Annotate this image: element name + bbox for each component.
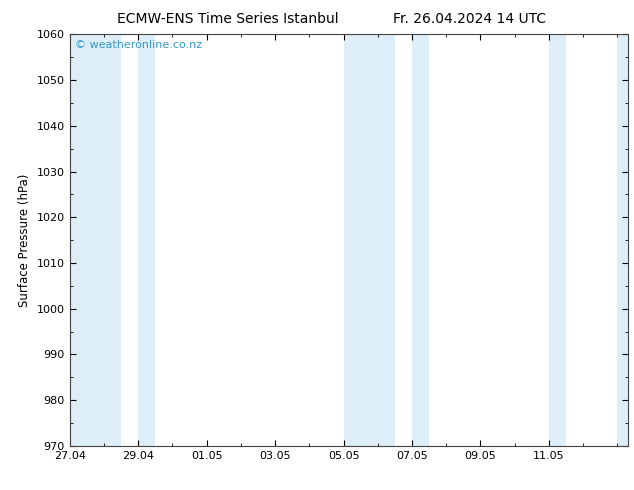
Bar [344, 34, 395, 446]
Bar [70, 34, 121, 446]
Y-axis label: Surface Pressure (hPa): Surface Pressure (hPa) [18, 173, 31, 307]
Bar [549, 34, 566, 446]
Bar [138, 34, 155, 446]
Text: ECMW-ENS Time Series Istanbul: ECMW-ENS Time Series Istanbul [117, 12, 339, 26]
Bar [412, 34, 429, 446]
Bar [618, 34, 628, 446]
Text: Fr. 26.04.2024 14 UTC: Fr. 26.04.2024 14 UTC [392, 12, 546, 26]
Text: © weatheronline.co.nz: © weatheronline.co.nz [75, 41, 202, 50]
